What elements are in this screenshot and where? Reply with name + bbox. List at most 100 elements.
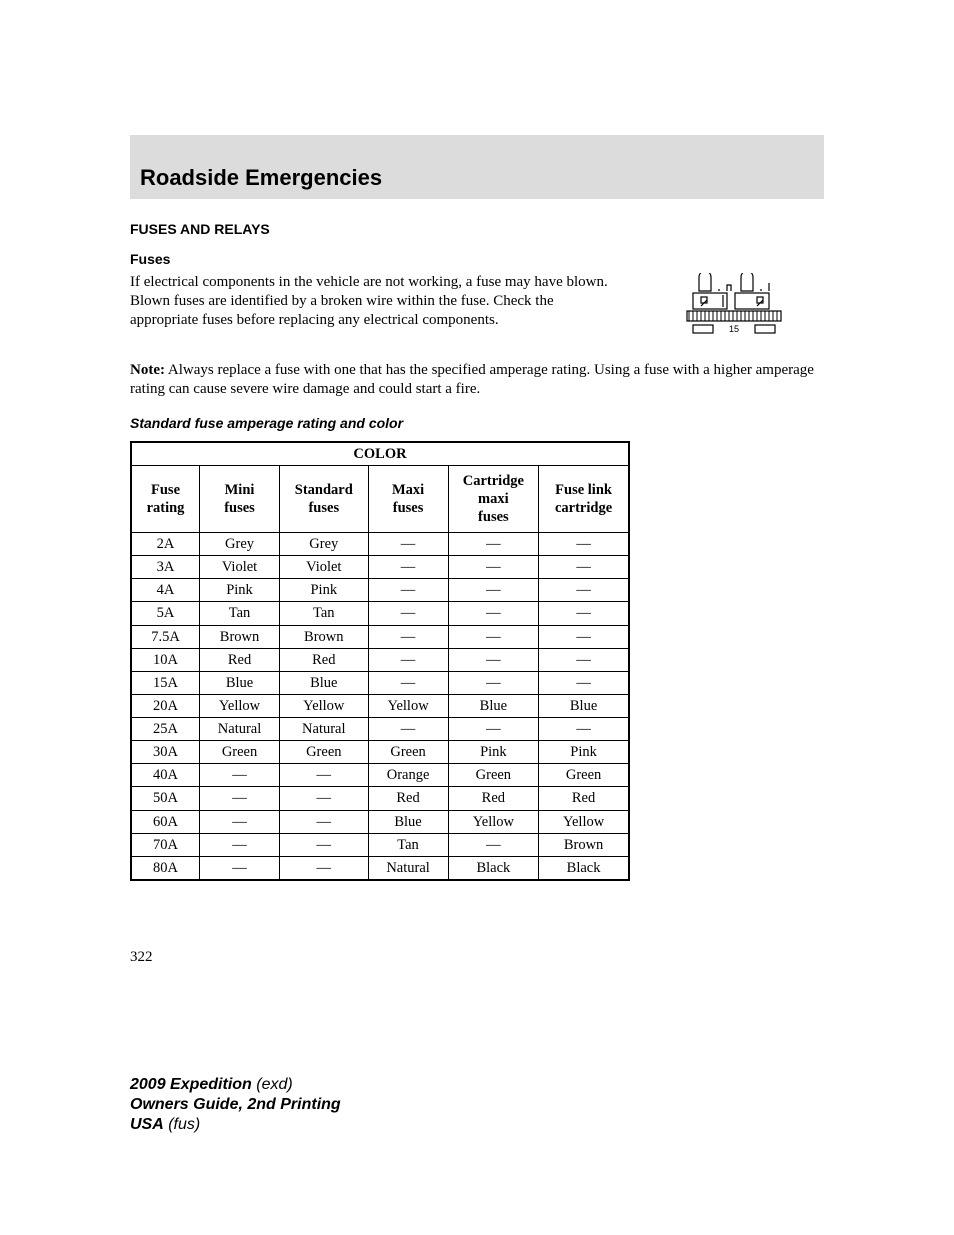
table-cell: Black: [539, 856, 629, 880]
table-cell: Pink: [280, 579, 368, 602]
table-cell: —: [200, 856, 280, 880]
fuse-diagram: 15: [644, 273, 824, 353]
fuse-icon: 15: [679, 273, 789, 353]
table-cell: Violet: [200, 556, 280, 579]
table-cell: Grey: [280, 533, 368, 556]
table-cell: —: [200, 764, 280, 787]
table-cell: Brown: [539, 833, 629, 856]
table-cell: Natural: [368, 856, 448, 880]
table-cell: Red: [200, 648, 280, 671]
table-cell: —: [539, 602, 629, 625]
table-row: 60A——BlueYellowYellow: [131, 810, 629, 833]
table-row: 7.5ABrownBrown———: [131, 625, 629, 648]
table-cell: 20A: [131, 694, 200, 717]
table-cell: Tan: [368, 833, 448, 856]
note-paragraph: Note: Always replace a fuse with one tha…: [130, 361, 824, 399]
table-cell: —: [368, 648, 448, 671]
intro-paragraph: If electrical components in the vehicle …: [130, 273, 624, 353]
table-cell: —: [368, 625, 448, 648]
table-cell: 7.5A: [131, 625, 200, 648]
table-cell: Red: [280, 648, 368, 671]
table-cell: —: [200, 810, 280, 833]
table-cell: —: [539, 648, 629, 671]
section-heading: FUSES AND RELAYS: [130, 221, 824, 237]
table-cell: 5A: [131, 602, 200, 625]
table-cell: 15A: [131, 671, 200, 694]
table-cell: Yellow: [448, 810, 539, 833]
table-row: 4APinkPink———: [131, 579, 629, 602]
table-cell: —: [280, 764, 368, 787]
note-label: Note:: [130, 362, 165, 378]
table-cell: —: [448, 533, 539, 556]
table-cell: 30A: [131, 741, 200, 764]
table-cell: Natural: [200, 718, 280, 741]
table-cell: —: [280, 856, 368, 880]
table-cell: —: [280, 787, 368, 810]
table-cell: 60A: [131, 810, 200, 833]
table-cell: Blue: [368, 810, 448, 833]
table-cell: —: [448, 556, 539, 579]
diagram-label: 15: [729, 324, 739, 334]
footer-model-code: (exd): [252, 1076, 293, 1093]
table-cell: —: [368, 533, 448, 556]
table-cell: Red: [448, 787, 539, 810]
table-cell: 4A: [131, 579, 200, 602]
fuse-color-table: COLOR FuseratingMinifusesStandardfusesMa…: [130, 441, 630, 881]
table-cell: Orange: [368, 764, 448, 787]
chapter-title: Roadside Emergencies: [140, 165, 824, 191]
table-row: 2AGreyGrey———: [131, 533, 629, 556]
table-column-headers: FuseratingMinifusesStandardfusesMaxifuse…: [131, 465, 629, 532]
table-col-header: Standardfuses: [280, 465, 368, 532]
table-cell: —: [368, 718, 448, 741]
table-cell: —: [539, 671, 629, 694]
table-cell: Violet: [280, 556, 368, 579]
footer-guide: Owners Guide, 2nd Printing: [130, 1095, 341, 1115]
table-cell: Red: [368, 787, 448, 810]
table-cell: —: [280, 833, 368, 856]
table-cell: Pink: [200, 579, 280, 602]
footer: 2009 Expedition (exd) Owners Guide, 2nd …: [130, 1075, 341, 1135]
table-cell: —: [368, 671, 448, 694]
table-cell: Green: [448, 764, 539, 787]
footer-model: 2009 Expedition: [130, 1076, 252, 1093]
table-cell: Brown: [280, 625, 368, 648]
table-cell: —: [368, 556, 448, 579]
table-row: 15ABlueBlue———: [131, 671, 629, 694]
table-row: 30AGreenGreenGreenPinkPink: [131, 741, 629, 764]
footer-region: USA: [130, 1116, 164, 1133]
table-cell: Green: [280, 741, 368, 764]
note-text: Always replace a fuse with one that has …: [130, 362, 814, 397]
table-cell: 3A: [131, 556, 200, 579]
table-row: 20AYellowYellowYellowBlueBlue: [131, 694, 629, 717]
table-row: 80A——NaturalBlackBlack: [131, 856, 629, 880]
table-row: 50A——RedRedRed: [131, 787, 629, 810]
table-cell: Green: [539, 764, 629, 787]
table-cell: 10A: [131, 648, 200, 671]
table-cell: Pink: [539, 741, 629, 764]
page-number: 322: [130, 949, 824, 966]
table-cell: —: [448, 833, 539, 856]
table-cell: —: [448, 718, 539, 741]
table-row: 25ANaturalNatural———: [131, 718, 629, 741]
table-row: 70A——Tan—Brown: [131, 833, 629, 856]
table-cell: —: [539, 718, 629, 741]
chapter-header-band: Roadside Emergencies: [130, 135, 824, 199]
table-cell: 50A: [131, 787, 200, 810]
table-cell: 70A: [131, 833, 200, 856]
table-cell: Blue: [539, 694, 629, 717]
table-cell: 25A: [131, 718, 200, 741]
table-cell: —: [280, 810, 368, 833]
table-cell: —: [448, 648, 539, 671]
table-cell: 2A: [131, 533, 200, 556]
table-cell: 40A: [131, 764, 200, 787]
table-col-header: Minifuses: [200, 465, 280, 532]
table-cell: —: [539, 625, 629, 648]
table-row: 10ARedRed———: [131, 648, 629, 671]
footer-region-code: (fus): [164, 1116, 200, 1133]
subheading-fuses: Fuses: [130, 251, 824, 267]
table-row: 5ATanTan———: [131, 602, 629, 625]
table-col-header: Fuserating: [131, 465, 200, 532]
table-cell: —: [368, 579, 448, 602]
table-cell: Grey: [200, 533, 280, 556]
table-cell: Yellow: [200, 694, 280, 717]
